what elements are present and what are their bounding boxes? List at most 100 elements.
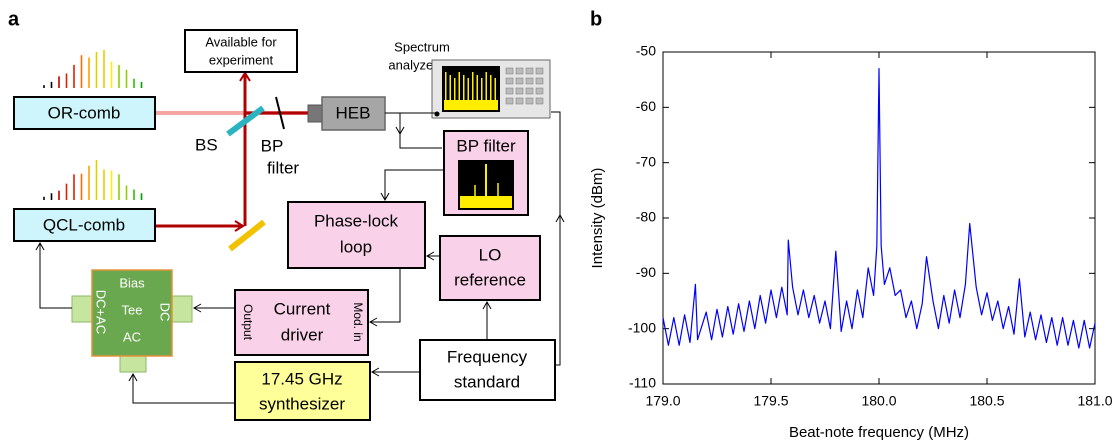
key <box>515 67 524 75</box>
or-comb-box <box>13 96 156 130</box>
label: BP <box>261 136 284 155</box>
label: BS <box>195 135 218 154</box>
comb-spectra <box>43 49 143 200</box>
key <box>525 97 534 105</box>
box-label: BP filter <box>456 136 516 155</box>
port-label: DC+AC <box>94 290 109 334</box>
screen-bar <box>481 78 483 106</box>
screen-bar <box>449 75 451 106</box>
wire <box>35 241 72 309</box>
box-label: synthesizer <box>259 394 345 413</box>
y-tick-label: -90 <box>636 264 656 280</box>
label: filter <box>267 158 299 177</box>
wire <box>380 169 444 202</box>
beam-splitter <box>226 105 265 137</box>
screen-floor <box>444 100 498 110</box>
x-axis-label: Beat-note frequency (MHz) <box>789 424 969 441</box>
heb-box <box>321 96 386 131</box>
key <box>505 67 514 75</box>
x-tick-label: 179.5 <box>753 393 788 409</box>
port-label: DC <box>158 303 173 322</box>
box-label: reference <box>454 270 526 289</box>
box-label: 17.45 GHz <box>261 369 342 388</box>
box-label: OR-comb <box>48 103 121 122</box>
box-label: driver <box>281 325 324 344</box>
qcl-comb-box <box>13 208 156 242</box>
screen-bar <box>490 75 492 106</box>
screen-bar <box>494 78 496 106</box>
key <box>505 97 514 105</box>
screen-bar <box>445 72 447 106</box>
y-tick-label: -100 <box>628 319 656 335</box>
x-tick-label: 180.5 <box>969 393 1004 409</box>
synthesizer-box <box>234 361 371 421</box>
screen-bar <box>463 75 465 106</box>
chart: Beat-note frequency (MHz) Intensity (dBm… <box>589 43 1113 441</box>
wire <box>368 268 401 327</box>
key <box>535 97 544 105</box>
spectrum-line <box>662 68 1096 349</box>
bias-tee-tab <box>171 295 193 323</box>
box-label: standard <box>454 372 520 391</box>
analyzer-keys <box>444 67 544 110</box>
key <box>515 87 524 95</box>
wire <box>128 372 235 404</box>
y-axis-label: Intensity (dBm) <box>589 168 606 269</box>
bias-tee-tab <box>71 295 93 323</box>
box-label: AC <box>123 329 141 344</box>
port-label: Mod. in <box>351 302 365 341</box>
x-tick-label: 181.0 <box>1077 393 1112 409</box>
bias-tee <box>91 269 173 357</box>
box-label: Phase-lock <box>314 211 399 230</box>
label: Spectrum <box>394 39 450 54</box>
box-label: QCL-comb <box>43 215 125 234</box>
key <box>515 77 524 85</box>
box-label: Available for <box>205 34 277 49</box>
optical-filter <box>275 96 285 130</box>
x-tick-label: 179.0 <box>645 393 680 409</box>
port-label: Output <box>241 304 255 341</box>
key <box>505 87 514 95</box>
y-tick-label: -110 <box>629 375 656 391</box>
panel-label: a <box>8 8 20 30</box>
key <box>525 77 534 85</box>
key <box>525 67 534 75</box>
screen-bar <box>476 75 478 106</box>
key <box>535 87 544 95</box>
y-tick-label: -70 <box>636 153 656 169</box>
box-label: Tee <box>122 302 143 317</box>
x-tick-label: 180.0 <box>861 393 896 409</box>
mirror <box>228 219 266 252</box>
phase-lock-box <box>287 201 426 269</box>
box-label: LO <box>479 245 502 264</box>
screen-bar <box>458 72 460 106</box>
key <box>535 67 544 75</box>
key <box>515 97 524 105</box>
y-tick-label: -80 <box>636 209 656 225</box>
screen-bar <box>485 72 487 106</box>
y-tick-label: -60 <box>636 98 656 114</box>
key <box>535 77 544 85</box>
filter-trace <box>460 164 512 208</box>
screen-bar <box>472 72 474 106</box>
label: analyzer <box>388 57 438 72</box>
box-label: Bias <box>119 275 145 290</box>
wire <box>551 111 561 366</box>
box-label: Frequency <box>447 347 528 366</box>
box-label: loop <box>340 237 372 256</box>
screen-bar <box>454 78 456 106</box>
heb-window <box>307 104 323 123</box>
bias-tee-tab <box>119 355 147 373</box>
screen-floor <box>460 196 512 208</box>
box-label: Current <box>274 299 331 318</box>
current-driver-box <box>234 289 369 356</box>
key <box>505 77 514 85</box>
key <box>525 87 534 95</box>
analyzer-port <box>434 111 440 117</box>
y-tick-label: -50 <box>636 43 656 59</box>
screen-bar <box>467 78 469 106</box>
experiment-box <box>184 29 298 73</box>
